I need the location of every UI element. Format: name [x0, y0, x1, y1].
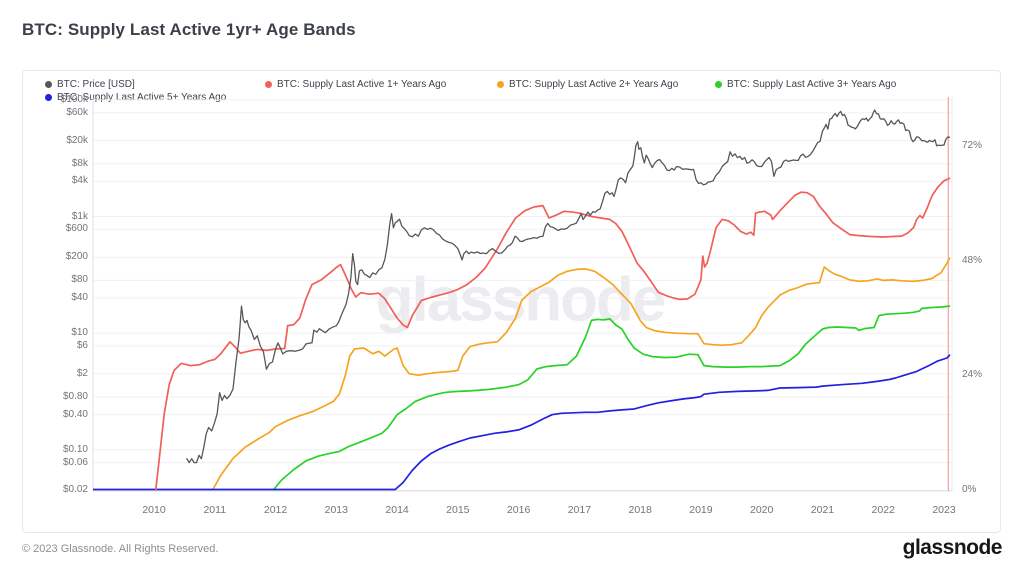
- y-axis-left-tick: $4k: [71, 175, 88, 187]
- y-axis-left-tick: $20k: [66, 134, 88, 146]
- y-axis-left-tick: $8k: [71, 157, 88, 169]
- legend-label-supply-1y: BTC: Supply Last Active 1+ Years Ago: [277, 79, 447, 90]
- legend-item-supply-5y[interactable]: BTC: Supply Last Active 5+ Years Ago: [45, 91, 226, 104]
- chart-panel: [22, 70, 1001, 533]
- series-line-2: [212, 257, 951, 491]
- y-axis-left-tick: $600: [65, 223, 88, 235]
- y-axis-left-tick: $80: [71, 274, 88, 286]
- legend-dot-supply-2y: [497, 81, 504, 88]
- y-axis-left-tick: $0.10: [62, 443, 88, 455]
- legend-dot-supply-3y: [715, 81, 722, 88]
- x-axis-tick: 2022: [871, 504, 895, 516]
- legend-item-supply-2y[interactable]: BTC: Supply Last Active 2+ Years Ago: [497, 78, 678, 91]
- y-axis-left-tick: $0.06: [62, 456, 88, 468]
- x-axis-tick: 2018: [628, 504, 652, 516]
- series-line-1: [154, 177, 951, 491]
- legend-item-price[interactable]: BTC: Price [USD]: [45, 78, 135, 91]
- y-axis-right-tick: 0%: [962, 483, 977, 495]
- y-axis-left-tick: $2: [76, 367, 88, 379]
- legend-dot-price: [45, 81, 52, 88]
- legend-dot-supply-1y: [265, 81, 272, 88]
- y-axis-left-tick: $0.02: [62, 484, 88, 496]
- x-axis-tick: 2014: [385, 504, 409, 516]
- x-axis-tick: 2021: [810, 504, 835, 516]
- x-axis-tick: 2010: [142, 504, 166, 516]
- x-axis-tick: 2011: [203, 504, 227, 516]
- x-axis-tick: 2017: [567, 504, 592, 516]
- x-axis-tick: 2023: [932, 504, 956, 516]
- x-axis-tick: 2019: [689, 504, 713, 516]
- legend-label-price: BTC: Price [USD]: [57, 79, 135, 90]
- series-line-0: [186, 109, 951, 464]
- y-axis-left-tick: $6: [76, 340, 88, 352]
- legend-label-supply-2y: BTC: Supply Last Active 2+ Years Ago: [509, 79, 679, 90]
- y-axis-left-tick: $0.40: [62, 408, 88, 420]
- y-axis-left-tick: $40: [71, 291, 88, 303]
- y-axis-left-tick: $100k: [60, 93, 88, 105]
- legend-item-supply-1y[interactable]: BTC: Supply Last Active 1+ Years Ago: [265, 78, 446, 91]
- copyright-text: © 2023 Glassnode. All Rights Reserved.: [22, 543, 219, 555]
- x-axis-tick: 2012: [263, 504, 288, 516]
- y-axis-left-tick: $200: [65, 251, 88, 263]
- legend-item-supply-3y[interactable]: BTC: Supply Last Active 3+ Years Ago: [715, 78, 896, 91]
- series-line-4: [93, 354, 951, 491]
- y-axis-left-tick: $60k: [66, 106, 88, 118]
- x-axis-tick: 2016: [506, 504, 531, 516]
- y-axis-left-tick: $0.80: [62, 391, 88, 403]
- page-title: BTC: Supply Last Active 1yr+ Age Bands: [22, 20, 356, 39]
- glassnode-logo[interactable]: glassnode: [902, 536, 1003, 559]
- legend-label-supply-3y: BTC: Supply Last Active 3+ Years Ago: [727, 79, 897, 90]
- y-axis-right-tick: 24%: [962, 369, 983, 381]
- x-axis-tick: 2013: [324, 504, 348, 516]
- y-axis-left-tick: $10: [71, 327, 88, 339]
- legend-dot-supply-5y: [45, 94, 52, 101]
- y-axis-right-tick: 72%: [962, 140, 983, 152]
- y-axis-right-tick: 48%: [962, 254, 983, 266]
- legend-label-supply-5y: BTC: Supply Last Active 5+ Years Ago: [57, 92, 227, 103]
- x-axis-tick: 2020: [750, 504, 774, 516]
- y-axis-left-tick: $1k: [71, 210, 88, 222]
- x-axis-tick: 2015: [446, 504, 470, 516]
- series-line-3: [272, 305, 951, 491]
